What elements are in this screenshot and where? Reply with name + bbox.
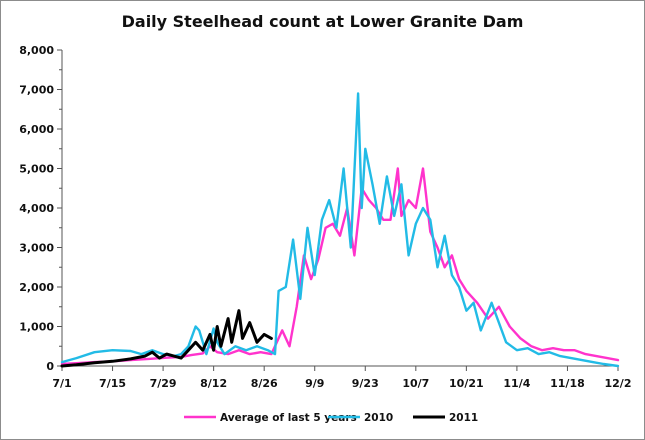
x-tick-label: 10/7 <box>402 377 429 390</box>
legend: Average of last 5 years 2010 2011 <box>184 412 478 424</box>
chart-title: Daily Steelhead count at Lower Granite D… <box>121 12 524 31</box>
series-line-3 <box>60 309 273 368</box>
x-tick-label: 7/29 <box>150 377 177 390</box>
x-tick-label: 7/1 <box>52 377 71 390</box>
x-tick-label: 9/23 <box>352 377 379 390</box>
y-tick-label: 8,000 <box>19 44 54 57</box>
y-tick-label: 2,000 <box>19 281 54 294</box>
series-line-2 <box>60 92 620 368</box>
y-tick-label: 6,000 <box>19 123 54 136</box>
legend-label-3: 2011 <box>449 412 478 424</box>
x-tick-label: 11/4 <box>503 377 530 390</box>
series-layer <box>60 92 620 368</box>
x-tick-label: 10/21 <box>449 377 484 390</box>
x-tick-label: 7/15 <box>99 377 126 390</box>
x-tick-label: 9/9 <box>305 377 324 390</box>
x-tick-label: 8/12 <box>200 377 227 390</box>
x-tick-label: 12/2 <box>605 377 632 390</box>
y-tick-label: 3,000 <box>19 242 54 255</box>
y-tick-label: 0 <box>46 360 54 373</box>
legend-label-1: Average of last 5 years <box>220 412 357 424</box>
y-tick-label: 5,000 <box>19 163 54 176</box>
y-tick-label: 1,000 <box>19 321 54 334</box>
y-tick-label: 4,000 <box>19 202 54 215</box>
x-tick-label: 11/18 <box>550 377 585 390</box>
x-tick-label: 8/26 <box>251 377 278 390</box>
legend-label-2: 2010 <box>364 412 393 424</box>
y-tick-label: 7,000 <box>19 84 54 97</box>
axes: 0 1,000 2,000 3,000 4,000 5,000 6,000 7,000 8,00… <box>19 44 631 390</box>
